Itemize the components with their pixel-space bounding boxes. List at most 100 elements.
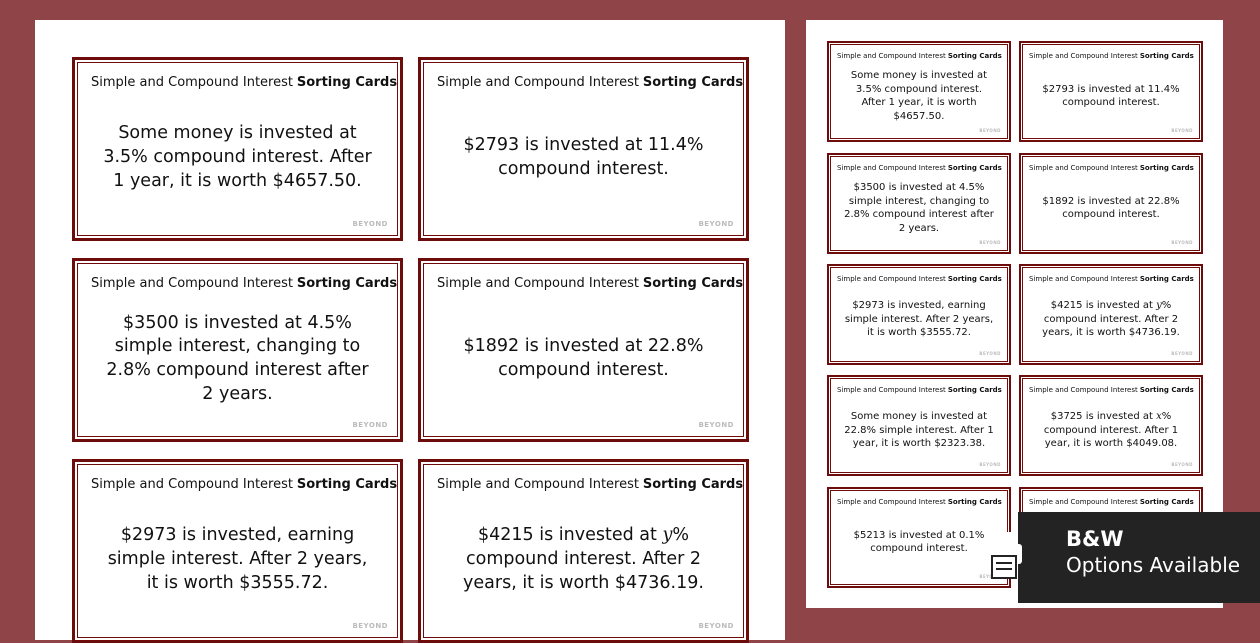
card-body: $2793 is invested at 11.4% compound inte…	[447, 110, 720, 206]
card-title-bold: Sorting Cards	[296, 75, 398, 90]
card-text-part: Some money is invested at 3.5% compound …	[103, 123, 372, 191]
card-title-bold: Sorting Cards	[1139, 52, 1194, 60]
card-body: $3500 is invested at 4.5% simple interes…	[843, 182, 994, 234]
card-body: $4215 is invested at y% compound interes…	[447, 512, 720, 608]
card-text-part: $1892 is invested at 22.8% compound inte…	[1042, 195, 1180, 221]
card-text-part: % compound interest. After 2 years, it i…	[1042, 300, 1180, 339]
card-body: Some money is invested at 3.5% compound …	[843, 70, 994, 122]
card-title-plain: Simple and Compound Interest	[837, 386, 946, 394]
card-body: $2973 is invested, earning simple intere…	[101, 512, 374, 608]
card-title-plain: Simple and Compound Interest	[437, 477, 639, 492]
card-text: $5213 is invested at 0.1% compound inter…	[843, 529, 994, 556]
card-title: Simple and Compound Interest Sorting Card…	[837, 52, 1002, 60]
card-title-bold: Sorting Cards	[1139, 386, 1194, 394]
card-body: $1892 is invested at 22.8% compound inte…	[1035, 182, 1186, 234]
card-title-bold: Sorting Cards	[947, 386, 1002, 394]
card-text-part: $5213 is invested at 0.1% compound inter…	[853, 529, 985, 555]
sorting-card: Simple and Compound Interest Sorting Card…	[827, 41, 1011, 142]
card-text: $2973 is invested, earning simple intere…	[101, 524, 374, 595]
sorting-card: Simple and Compound Interest Sorting Card…	[418, 57, 749, 241]
card-title-plain: Simple and Compound Interest	[837, 275, 946, 283]
card-text-part: Some money is invested at 3.5% compound …	[850, 70, 988, 122]
card-title-bold: Sorting Cards	[296, 477, 398, 492]
card-body: $2793 is invested at 11.4% compound inte…	[1035, 70, 1186, 122]
card-text-part: $3500 is invested at 4.5% simple interes…	[106, 312, 369, 404]
card-text-part: $3500 is invested at 4.5% simple interes…	[844, 182, 994, 234]
card-title: Simple and Compound Interest Sorting Card…	[1029, 52, 1194, 60]
card-title-plain: Simple and Compound Interest	[837, 498, 946, 506]
sorting-card: Simple and Compound Interest Sorting Card…	[72, 459, 403, 643]
card-text: $2793 is invested at 11.4% compound inte…	[1035, 83, 1186, 110]
card-body: $3500 is invested at 4.5% simple interes…	[101, 311, 374, 407]
card-title-plain: Simple and Compound Interest	[91, 75, 293, 90]
card-text-part: $2973 is invested, earning simple intere…	[107, 525, 368, 593]
card-title: Simple and Compound Interest Sorting Card…	[1029, 164, 1194, 172]
brand-logo: BEYOND	[979, 574, 1001, 579]
card-title: Simple and Compound Interest Sorting Card…	[91, 276, 397, 291]
card-body: $1892 is invested at 22.8% compound inte…	[447, 311, 720, 407]
card-title-bold: Sorting Cards	[1139, 164, 1194, 172]
card-title-bold: Sorting Cards	[947, 164, 1002, 172]
card-text-part: $2793 is invested at 11.4% compound inte…	[463, 135, 704, 179]
card-title: Simple and Compound Interest Sorting Card…	[437, 276, 743, 291]
sorting-card: Simple and Compound Interest Sorting Card…	[418, 459, 749, 643]
brand-logo: BEYOND	[1171, 128, 1193, 133]
brand-logo: BEYOND	[979, 462, 1001, 467]
sorting-card: Simple and Compound Interest Sorting Card…	[1019, 375, 1203, 476]
card-title-bold: Sorting Cards	[1139, 275, 1194, 283]
card-body: $4215 is invested at y% compound interes…	[1035, 293, 1186, 345]
card-title: Simple and Compound Interest Sorting Card…	[1029, 386, 1194, 394]
card-text: $2793 is invested at 11.4% compound inte…	[447, 134, 720, 181]
card-text-part: y	[1156, 300, 1162, 312]
card-text-part: $3725 is invested at	[1050, 411, 1157, 423]
card-text-part: $4215 is invested at	[1050, 300, 1157, 312]
card-title-plain: Simple and Compound Interest	[1029, 164, 1138, 172]
sorting-card: Simple and Compound Interest Sorting Card…	[1019, 153, 1203, 254]
right-sheet: Simple and Compound Interest Sorting Card…	[806, 20, 1223, 608]
card-title: Simple and Compound Interest Sorting Card…	[91, 75, 397, 90]
badge-title: B&W	[1066, 527, 1124, 551]
card-title-bold: Sorting Cards	[1139, 498, 1194, 506]
brand-logo: BEYOND	[698, 220, 734, 228]
card-text-part: $2973 is invested, earning simple intere…	[844, 300, 994, 339]
card-title: Simple and Compound Interest Sorting Card…	[1029, 275, 1194, 283]
card-text-part: $2793 is invested at 11.4% compound inte…	[1042, 83, 1180, 109]
brand-logo: BEYOND	[698, 421, 734, 429]
card-text: $4215 is invested at y% compound interes…	[1035, 299, 1186, 340]
card-text: $1892 is invested at 22.8% compound inte…	[1035, 195, 1186, 222]
left-sheet: Simple and Compound Interest Sorting Card…	[35, 20, 785, 643]
card-title-plain: Simple and Compound Interest	[1029, 386, 1138, 394]
sorting-card: Simple and Compound Interest Sorting Card…	[1019, 41, 1203, 142]
card-title-plain: Simple and Compound Interest	[437, 75, 639, 90]
brand-logo: BEYOND	[1171, 351, 1193, 356]
card-title-bold: Sorting Cards	[642, 75, 744, 90]
sorting-card: Simple and Compound Interest Sorting Card…	[827, 375, 1011, 476]
card-text: Some money is invested at 22.8% simple i…	[843, 410, 994, 451]
card-title: Simple and Compound Interest Sorting Card…	[837, 386, 1002, 394]
card-title: Simple and Compound Interest Sorting Card…	[1029, 498, 1194, 506]
brand-logo: BEYOND	[1171, 462, 1193, 467]
card-title-bold: Sorting Cards	[947, 52, 1002, 60]
printer-icon	[986, 532, 1022, 579]
card-body: Some money is invested at 22.8% simple i…	[843, 404, 994, 456]
sorting-card: Simple and Compound Interest Sorting Card…	[72, 57, 403, 241]
card-title-plain: Simple and Compound Interest	[437, 276, 639, 291]
sorting-card: Simple and Compound Interest Sorting Card…	[827, 153, 1011, 254]
card-title: Simple and Compound Interest Sorting Card…	[837, 164, 1002, 172]
brand-logo: BEYOND	[979, 351, 1001, 356]
brand-logo: BEYOND	[979, 128, 1001, 133]
brand-logo: BEYOND	[979, 240, 1001, 245]
card-title-plain: Simple and Compound Interest	[91, 477, 293, 492]
card-title-plain: Simple and Compound Interest	[91, 276, 293, 291]
card-text-part: $1892 is invested at 22.8% compound inte…	[463, 336, 704, 380]
card-title-plain: Simple and Compound Interest	[1029, 275, 1138, 283]
badge-subtitle: Options Available	[1066, 553, 1241, 577]
card-title: Simple and Compound Interest Sorting Card…	[437, 75, 743, 90]
card-text: $1892 is invested at 22.8% compound inte…	[447, 335, 720, 382]
sorting-card: Simple and Compound Interest Sorting Card…	[72, 258, 403, 442]
card-text-part: $4215 is invested at	[478, 525, 663, 546]
card-text: $3500 is invested at 4.5% simple interes…	[843, 181, 994, 235]
sorting-card: Simple and Compound Interest Sorting Card…	[827, 264, 1011, 365]
card-text: $3725 is invested at x% compound interes…	[1035, 410, 1186, 451]
card-title-plain: Simple and Compound Interest	[837, 164, 946, 172]
